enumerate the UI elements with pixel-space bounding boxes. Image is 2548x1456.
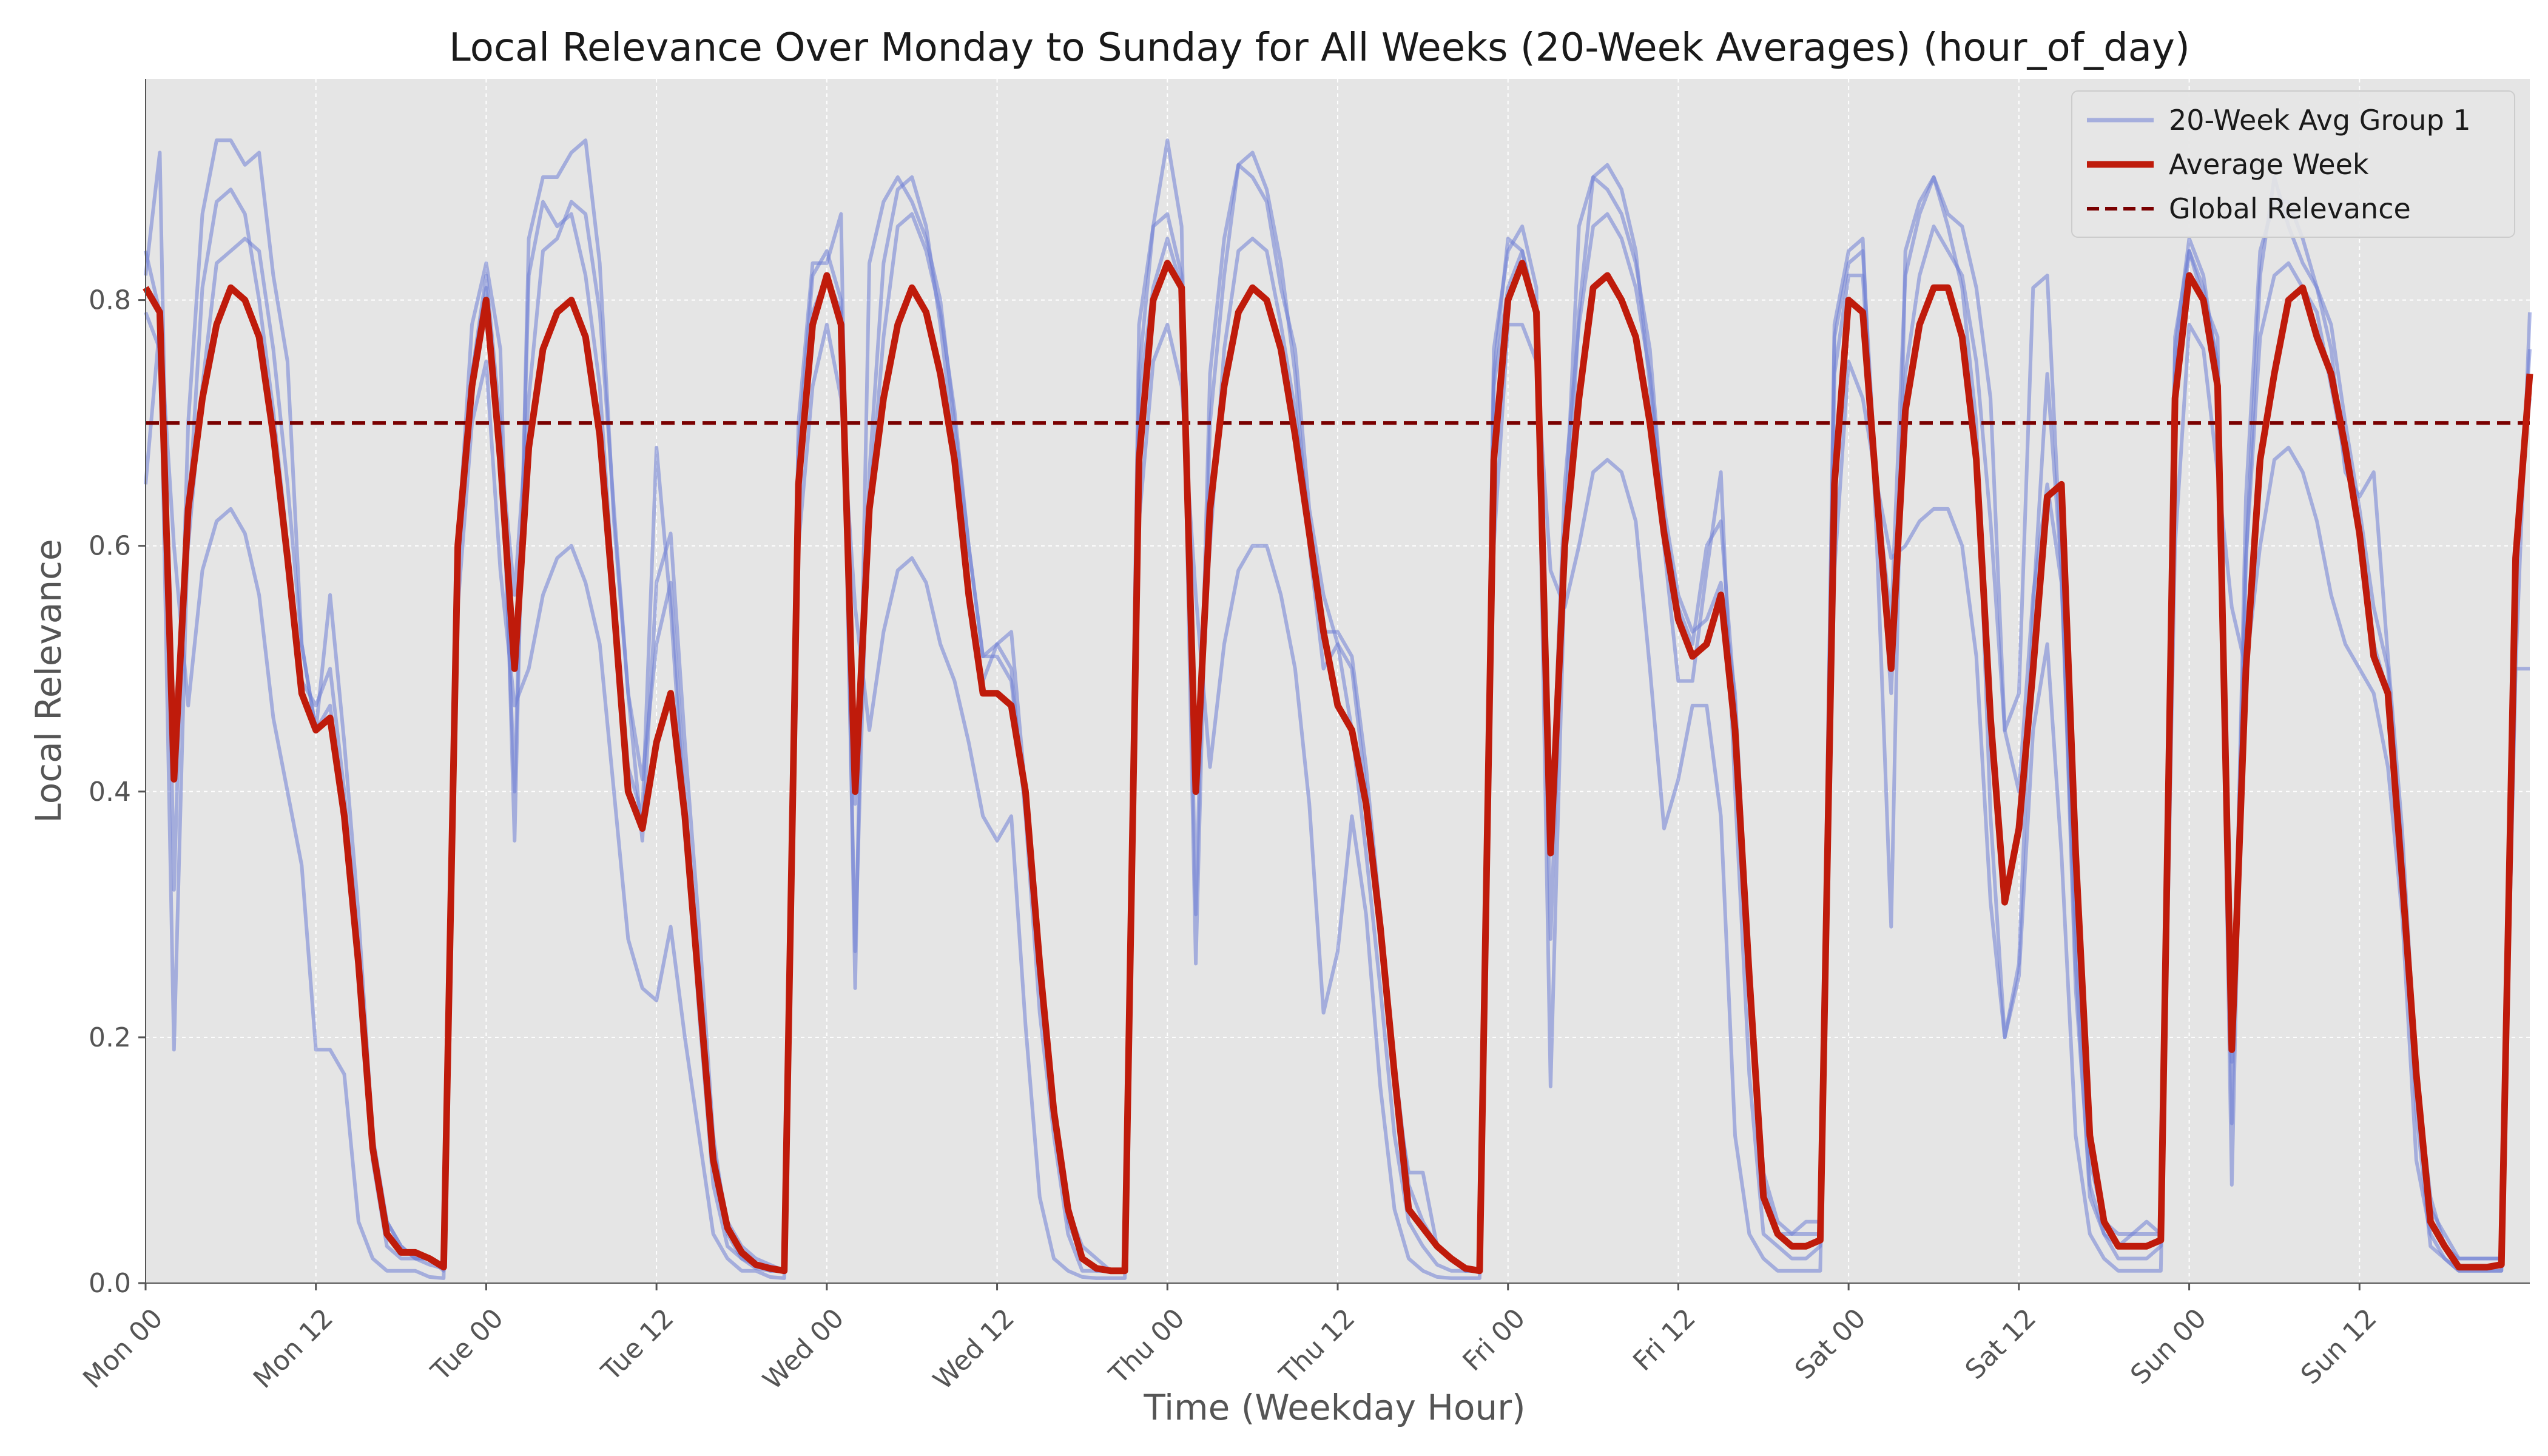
group-series-line-3 bbox=[144, 200, 2532, 1273]
group-series-line-4 bbox=[144, 323, 2530, 1280]
series-layer bbox=[143, 138, 2533, 1280]
y-tick-label: 0.2 bbox=[89, 1022, 131, 1053]
y-tick-label: 0.8 bbox=[89, 285, 131, 316]
legend-label: 20-Week Avg Group 1 bbox=[2169, 104, 2471, 136]
plot-area bbox=[146, 79, 2530, 1283]
legend-label: Average Week bbox=[2169, 148, 2369, 181]
chart-title: Local Relevance Over Monday to Sunday fo… bbox=[449, 25, 2190, 70]
average-week-line bbox=[143, 260, 2533, 1275]
legend: 20-Week Avg Group 1 Average Week Global Re… bbox=[2071, 90, 2515, 238]
y-tick-label: 0.4 bbox=[89, 777, 131, 807]
legend-label: Global Relevance bbox=[2169, 192, 2411, 225]
legend-box bbox=[2071, 90, 2515, 238]
y-tick-label: 0.6 bbox=[89, 531, 131, 562]
y-tick-label: 0.0 bbox=[89, 1268, 131, 1299]
y-axis-label: Local Relevance bbox=[28, 539, 69, 823]
x-axis-label: Time (Weekday Hour) bbox=[1143, 1387, 1525, 1428]
